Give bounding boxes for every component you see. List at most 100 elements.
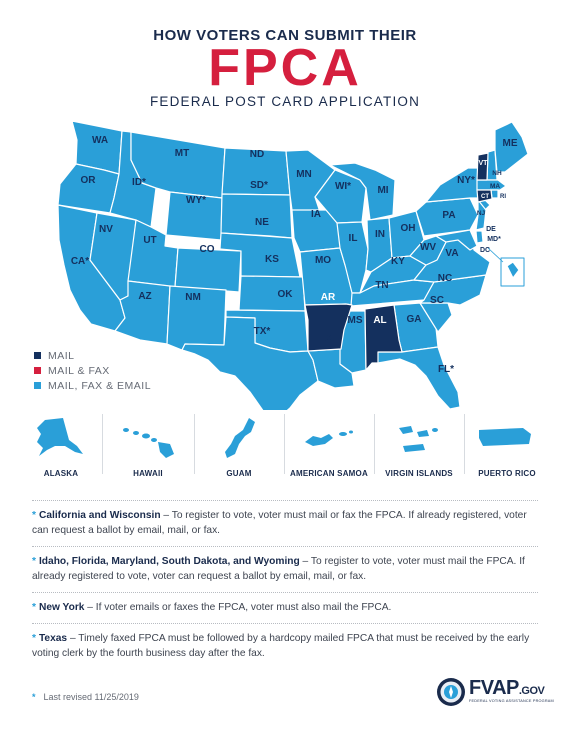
label-az: AZ (138, 291, 151, 302)
label-vt: VT (479, 160, 489, 167)
divider (102, 414, 103, 474)
label-id: ID* (132, 177, 146, 188)
label-fl: FL* (438, 364, 454, 375)
territory-american-samoa: AMERICAN SAMOA (286, 410, 372, 478)
territory-label: HAWAII (133, 469, 163, 478)
state-ks (238, 275, 306, 312)
revised-date: Last revised 11/25/2019 (43, 692, 139, 702)
label-ar: AR (321, 292, 336, 303)
legend-label: MAIL (48, 349, 75, 362)
state-ar (304, 303, 353, 352)
state-dc-shape (506, 261, 520, 279)
territory-puerto-rico: PUERTO RICO (466, 410, 548, 478)
label-in: IN (375, 229, 385, 240)
label-nv: NV (99, 224, 113, 235)
label-nh: NH (492, 170, 502, 177)
legend-label: MAIL & FAX (48, 364, 110, 377)
label-tx: TX* (254, 326, 271, 337)
note-text: – To register to vote, voter must mail t… (32, 556, 525, 582)
label-sd: SD* (250, 180, 268, 191)
label-dc: DC (480, 247, 490, 254)
label-tn: TN (375, 280, 388, 291)
label-ky: KY (391, 256, 405, 267)
territory-label: PUERTO RICO (478, 469, 536, 478)
logo-text-gov: .GOV (518, 685, 545, 697)
state-ms (339, 310, 367, 374)
label-wv: WV (420, 242, 436, 253)
label-nc: NC (438, 273, 452, 284)
label-wy: WY* (186, 195, 206, 206)
virgin-islands-shape-icon (399, 426, 438, 452)
pre-title: HOW VOTERS CAN SUBMIT THEIR (153, 27, 417, 44)
label-ks: KS (265, 254, 279, 265)
note-heading: Texas (38, 633, 68, 644)
state-ct (476, 189, 493, 203)
territory-label: GUAM (226, 469, 252, 478)
label-ga: GA (407, 314, 422, 325)
divider (194, 414, 195, 474)
state-tx (181, 316, 319, 410)
state-ma (476, 179, 507, 191)
divider (374, 414, 375, 474)
dod-seal-icon (437, 678, 465, 706)
label-me: ME (503, 138, 518, 149)
label-ri: RI (500, 194, 506, 200)
note-item: * Texas – Timely faxed FPCA must be follo… (32, 623, 538, 669)
territory-hawaii: HAWAII (104, 410, 192, 478)
label-al: AL (373, 315, 386, 326)
state-co (174, 247, 242, 293)
divider (464, 414, 465, 474)
label-ok: OK (278, 289, 294, 300)
asterisk: * (32, 556, 36, 567)
note-text: – If voter emails or faxes the FPCA, vot… (84, 602, 392, 613)
dc-leader-line (487, 247, 504, 263)
label-nj: NJ (477, 210, 486, 217)
note-item: * New York – If voter emails or faxes the… (32, 592, 538, 623)
territory-virgin-islands: VIRGIN ISLANDS (376, 410, 462, 478)
note-heading: Idaho, Florida, Maryland, South Dakota, … (38, 556, 300, 567)
label-wa: WA (92, 135, 108, 146)
label-pa: PA (442, 210, 455, 221)
page-title: FPCA (208, 39, 362, 97)
state-vt (476, 152, 489, 181)
state-md (435, 229, 478, 251)
legend-item-mail-fax: MAIL & FAX (34, 363, 151, 378)
legend-label: MAIL, FAX & EMAIL (48, 379, 152, 392)
label-oh: OH (401, 223, 416, 234)
note-heading: New York (38, 602, 85, 613)
label-sc: SC (430, 295, 444, 306)
label-ut: UT (143, 235, 156, 246)
logo-text-main: FVAP (469, 677, 519, 699)
label-il: IL (349, 233, 358, 244)
asterisk: * (32, 510, 36, 521)
legend-swatch-mail (34, 352, 41, 359)
state-mi (329, 162, 396, 221)
territory-label: VIRGIN ISLANDS (385, 469, 453, 478)
label-ny: NY* (457, 175, 475, 186)
label-mi: MI (377, 185, 388, 196)
label-de: DE (486, 226, 496, 233)
state-me (494, 121, 529, 173)
territory-label: ALASKA (43, 469, 79, 478)
note-item: * Idaho, Florida, Maryland, South Dakota,… (32, 546, 538, 592)
state-or (57, 163, 120, 214)
state-de (475, 230, 484, 244)
territory-alaska: ALASKA (22, 410, 100, 478)
territories-row: ALASKA HAWAII GUAM AMERI (22, 410, 548, 478)
label-wi: WI* (335, 181, 351, 192)
note-item: * California and Wisconsin – To register … (32, 500, 538, 546)
puerto-rico-shape-icon (479, 428, 531, 446)
subtitle: FEDERAL POST CARD APPLICATION (149, 94, 421, 109)
notes-section: * California and Wisconsin – To register … (32, 500, 538, 669)
divider (284, 414, 285, 474)
territory-label: AMERICAN SAMOA (290, 469, 368, 478)
label-ms: MS (348, 315, 363, 326)
american-samoa-shape-icon (305, 430, 353, 446)
fvap-logo[interactable]: FVAP.GOV FEDERAL VOTING ASSISTANCE PROGR… (436, 676, 554, 708)
state-nj (475, 199, 487, 231)
legend-swatch-mail-fax-email (34, 382, 41, 389)
note-heading: California and Wisconsin (38, 510, 161, 521)
note-text: – To register to vote, voter must mail o… (32, 510, 527, 536)
alaska-shape-icon (37, 418, 83, 456)
asterisk: * (32, 633, 36, 644)
